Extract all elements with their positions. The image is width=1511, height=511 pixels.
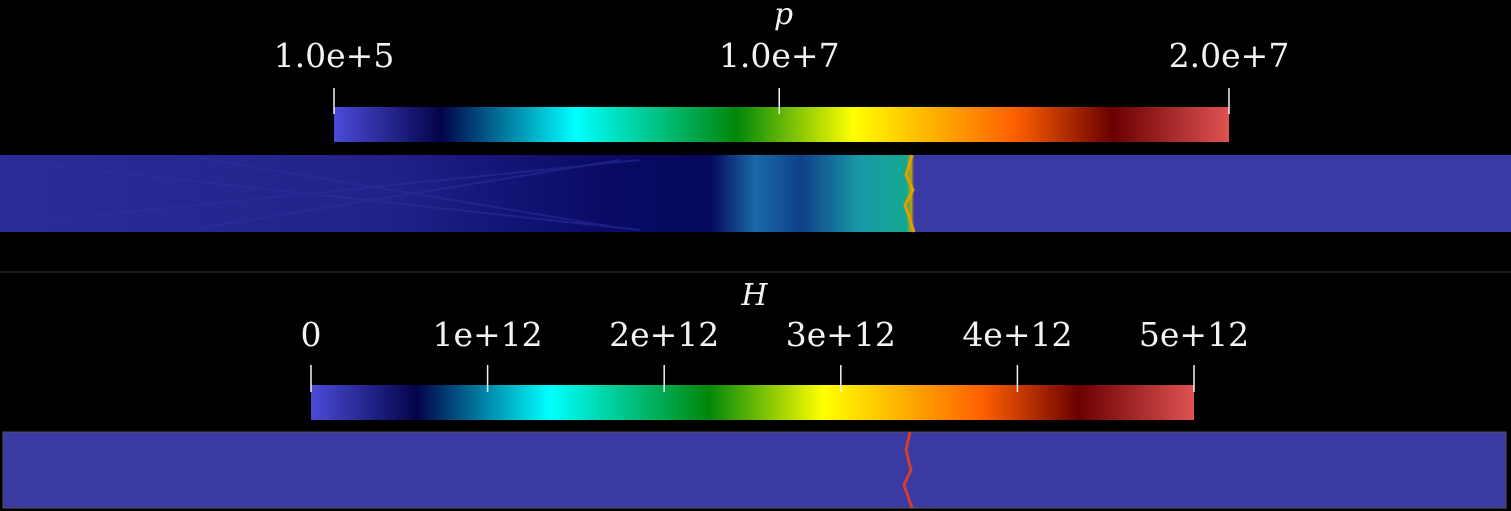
wave-pattern [0, 157, 641, 231]
tick-label: 2e+12 [609, 315, 719, 354]
pressure-field [0, 155, 1511, 232]
colorbar [334, 107, 1229, 142]
colorbar-title: H [740, 278, 768, 313]
tick-label: 1.0e+7 [719, 36, 840, 75]
tick-label: 1.0e+5 [274, 36, 395, 75]
heat-field [2, 431, 1507, 509]
tick-label: 0 [301, 315, 322, 354]
tick-label: 5e+12 [1139, 315, 1249, 354]
heat-front [902, 431, 914, 509]
colorbar-title: p [774, 0, 793, 32]
tick-label: 4e+12 [962, 315, 1072, 354]
tick-label: 2.0e+7 [1169, 36, 1290, 75]
shock-front [903, 154, 916, 233]
tick-label: 3e+12 [786, 315, 896, 354]
tick-label: 1e+12 [433, 315, 543, 354]
colorbar [311, 385, 1194, 420]
